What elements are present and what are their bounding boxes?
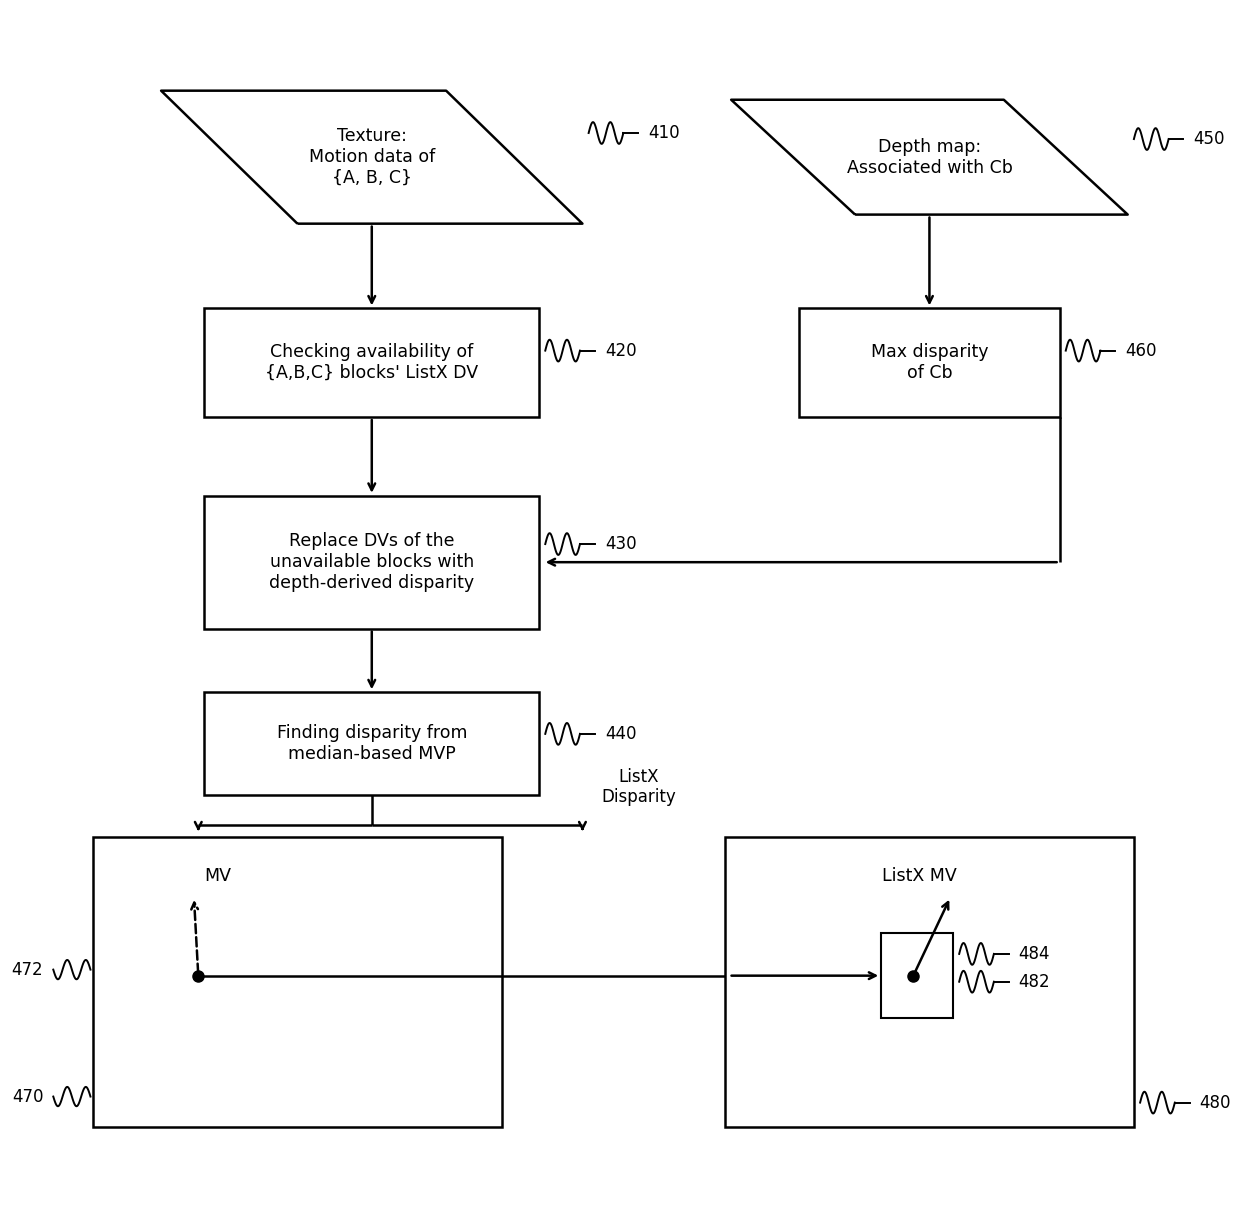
Text: 440: 440 [605,725,636,742]
Text: ListX MV: ListX MV [883,867,957,885]
Text: Replace DVs of the
unavailable blocks with
depth-derived disparity: Replace DVs of the unavailable blocks wi… [269,532,475,592]
Text: 430: 430 [605,536,636,553]
Text: Depth map:
Associated with Cb: Depth map: Associated with Cb [847,138,1012,177]
Text: Finding disparity from
median-based MVP: Finding disparity from median-based MVP [277,724,467,763]
Text: 410: 410 [649,125,680,141]
Bar [93,837,502,1127]
Text: MV: MV [205,867,232,885]
Bar [205,308,539,417]
Text: 472: 472 [11,961,43,978]
Text: 460: 460 [1125,342,1157,359]
Text: Checking availability of
{A,B,C} blocks' ListX DV: Checking availability of {A,B,C} blocks'… [265,343,479,382]
Text: Texture:
Motion data of
{A, B, C}: Texture: Motion data of {A, B, C} [309,127,435,187]
Bar [800,308,1059,417]
Text: 470: 470 [12,1088,43,1105]
Bar [882,933,954,1018]
Bar [205,496,539,629]
Text: Max disparity
of Cb: Max disparity of Cb [870,343,988,382]
Text: 480: 480 [1199,1094,1231,1111]
Text: 420: 420 [605,342,636,359]
Text: ListX
Disparity: ListX Disparity [601,768,676,806]
Bar [205,692,539,796]
Text: 450: 450 [1193,131,1225,147]
Text: 484: 484 [1019,945,1050,962]
Text: 482: 482 [1019,973,1050,990]
Bar [725,837,1133,1127]
